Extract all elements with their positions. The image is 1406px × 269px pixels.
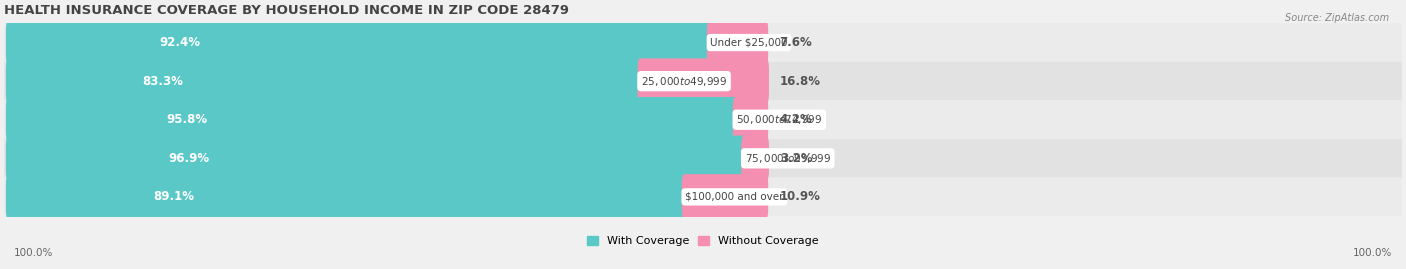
- Text: 16.8%: 16.8%: [780, 75, 821, 88]
- FancyBboxPatch shape: [6, 20, 711, 65]
- Legend: With Coverage, Without Coverage: With Coverage, Without Coverage: [588, 236, 818, 246]
- FancyBboxPatch shape: [733, 97, 768, 143]
- FancyBboxPatch shape: [741, 136, 769, 181]
- Text: $50,000 to $74,999: $50,000 to $74,999: [737, 113, 823, 126]
- Text: Source: ZipAtlas.com: Source: ZipAtlas.com: [1285, 13, 1389, 23]
- Text: 92.4%: 92.4%: [160, 36, 201, 49]
- Text: 4.2%: 4.2%: [779, 113, 813, 126]
- FancyBboxPatch shape: [707, 20, 768, 65]
- Text: HEALTH INSURANCE COVERAGE BY HOUSEHOLD INCOME IN ZIP CODE 28479: HEALTH INSURANCE COVERAGE BY HOUSEHOLD I…: [4, 4, 569, 17]
- Text: 3.2%: 3.2%: [780, 152, 813, 165]
- FancyBboxPatch shape: [4, 178, 1402, 216]
- FancyBboxPatch shape: [6, 136, 745, 181]
- Text: 7.6%: 7.6%: [779, 36, 813, 49]
- Text: $100,000 and over: $100,000 and over: [685, 192, 783, 202]
- Text: $25,000 to $49,999: $25,000 to $49,999: [641, 75, 727, 88]
- FancyBboxPatch shape: [4, 23, 1402, 62]
- Text: 89.1%: 89.1%: [153, 190, 194, 203]
- FancyBboxPatch shape: [682, 174, 768, 220]
- FancyBboxPatch shape: [4, 62, 1402, 100]
- Text: Under $25,000: Under $25,000: [710, 38, 787, 48]
- Text: 95.8%: 95.8%: [166, 113, 207, 126]
- Text: 100.0%: 100.0%: [14, 248, 53, 258]
- Text: $75,000 to $99,999: $75,000 to $99,999: [745, 152, 831, 165]
- FancyBboxPatch shape: [4, 100, 1402, 139]
- FancyBboxPatch shape: [6, 97, 737, 143]
- FancyBboxPatch shape: [4, 139, 1402, 178]
- Text: 100.0%: 100.0%: [1353, 248, 1392, 258]
- Text: 83.3%: 83.3%: [142, 75, 183, 88]
- Text: 96.9%: 96.9%: [169, 152, 209, 165]
- FancyBboxPatch shape: [6, 58, 641, 104]
- FancyBboxPatch shape: [6, 174, 686, 220]
- Text: 10.9%: 10.9%: [779, 190, 820, 203]
- FancyBboxPatch shape: [637, 58, 769, 104]
